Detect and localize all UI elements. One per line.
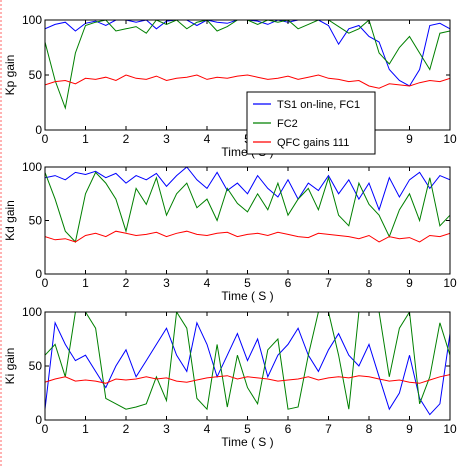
axes-frame xyxy=(44,311,451,421)
x-tick-label: 3 xyxy=(163,276,170,290)
x-tick-label: 6 xyxy=(285,276,292,290)
y-tick-label: 0 xyxy=(35,123,42,137)
x-tick-label: 9 xyxy=(406,422,413,436)
series-line-2 xyxy=(45,312,450,411)
x-tick-label: 4 xyxy=(204,276,211,290)
y-tick-label: 0 xyxy=(35,267,42,281)
x-tick-label: 8 xyxy=(366,422,373,436)
x-tick-label: 1 xyxy=(82,422,89,436)
x-tick-label: 5 xyxy=(244,422,251,436)
y-axis-label: Ki gain xyxy=(3,348,17,385)
x-tick-label: 8 xyxy=(366,276,373,290)
x-tick-label: 2 xyxy=(123,422,130,436)
series-line-3 xyxy=(45,74,450,89)
legend-entry-label: QFC gains 111 xyxy=(277,137,349,149)
x-tick-label: 1 xyxy=(82,132,89,146)
series-line-1 xyxy=(45,20,450,87)
x-tick-label: 1 xyxy=(82,276,89,290)
x-tick-label: 10 xyxy=(443,422,457,436)
y-tick-label: 50 xyxy=(29,214,43,228)
y-tick-label: 100 xyxy=(22,13,42,27)
x-tick-label: 10 xyxy=(443,132,457,146)
x-tick-label: 3 xyxy=(163,422,170,436)
x-tick-label: 0 xyxy=(42,276,49,290)
x-tick-label: 6 xyxy=(285,422,292,436)
legend-entry-label: FC2 xyxy=(277,118,298,130)
y-axis-label: Kp gain xyxy=(3,55,17,96)
y-tick-label: 50 xyxy=(29,68,43,82)
x-tick-label: 7 xyxy=(325,422,332,436)
series-line-1 xyxy=(45,321,450,416)
x-tick-label: 0 xyxy=(42,422,49,436)
legend: TS1 on-line, FC1 FC2 QFC gains 111 xyxy=(246,91,376,155)
y-axis-label: Kd gain xyxy=(3,200,17,241)
x-tick-label: 9 xyxy=(406,276,413,290)
x-tick-label: 9 xyxy=(406,132,413,146)
x-tick-label: 10 xyxy=(443,276,457,290)
y-tick-label: 50 xyxy=(29,359,43,373)
series-line-3 xyxy=(45,374,450,384)
x-tick-label: 7 xyxy=(325,276,332,290)
x-tick-label: 2 xyxy=(123,276,130,290)
series-line-3 xyxy=(45,230,450,243)
x-axis-label: Time ( S ) xyxy=(221,289,273,303)
y-tick-label: 100 xyxy=(22,305,42,319)
x-tick-label: 5 xyxy=(244,276,251,290)
legend-entry-label: TS1 on-line, FC1 xyxy=(277,99,360,111)
x-tick-label: 0 xyxy=(42,132,49,146)
y-tick-label: 100 xyxy=(22,160,42,174)
x-tick-label: 4 xyxy=(204,132,211,146)
x-tick-label: 4 xyxy=(204,422,211,436)
y-tick-label: 0 xyxy=(35,413,42,427)
series-line-1 xyxy=(45,167,450,212)
x-tick-label: 2 xyxy=(123,132,130,146)
x-tick-label: 3 xyxy=(163,132,170,146)
series-line-2 xyxy=(45,20,450,110)
series-line-2 xyxy=(45,171,450,243)
x-axis-label: Time ( S ) xyxy=(221,435,273,449)
